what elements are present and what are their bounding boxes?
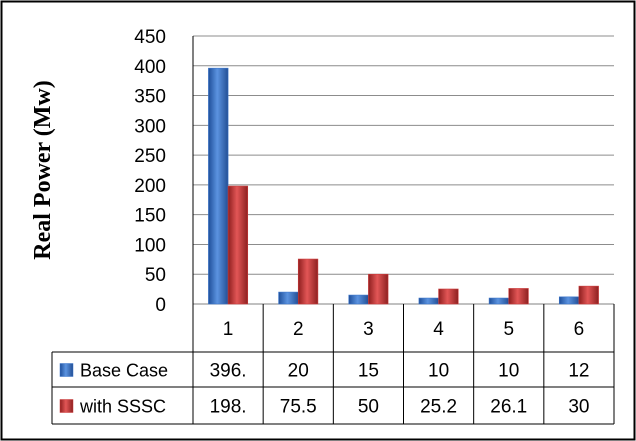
data-label: 26.1: [490, 397, 527, 418]
data-label: 20: [288, 361, 309, 382]
category-label: 1: [223, 319, 234, 340]
bar: [488, 297, 510, 305]
bar: [558, 296, 580, 305]
bar: [508, 288, 529, 305]
legend-swatch: [59, 399, 74, 413]
y-tick-label: 400: [134, 57, 166, 78]
data-label: 198.: [210, 397, 247, 418]
data-label: 10: [428, 361, 449, 382]
y-tick-label: 300: [134, 116, 166, 137]
data-label: 50: [358, 397, 379, 418]
bar: [348, 294, 369, 305]
bar: [227, 185, 249, 305]
legend-label: Base Case: [80, 361, 168, 381]
category-label: 6: [574, 319, 585, 340]
bar: [208, 67, 229, 305]
bar: [278, 291, 299, 305]
category-label: 3: [363, 319, 374, 340]
y-tick-label: 450: [134, 27, 166, 48]
y-tick-labels: 0 50 100 150 200 250 300 350 400 450: [134, 27, 166, 316]
category-label: 5: [503, 319, 514, 340]
y-tick-label: 50: [145, 265, 166, 286]
y-tick-label: 350: [134, 87, 166, 108]
data-label: 30: [568, 397, 589, 418]
y-tick-label: 150: [134, 206, 166, 227]
data-label: 10: [498, 361, 519, 382]
y-tick-label: 100: [134, 235, 166, 256]
bar: [438, 288, 459, 305]
y-tick-label: 0: [155, 295, 166, 316]
data-label: 25.2: [420, 397, 457, 418]
bar: [578, 285, 599, 305]
category-label: 4: [433, 319, 444, 340]
y-tick-label: 250: [134, 146, 166, 167]
y-tick-label: 200: [134, 176, 166, 197]
bar: [418, 297, 439, 305]
bars: [208, 67, 599, 305]
data-label: 396.: [210, 361, 247, 382]
data-label: 12: [568, 361, 589, 382]
y-axis-label: Real Power (Mw): [30, 80, 56, 259]
legend-swatch: [59, 363, 74, 377]
category-label: 2: [293, 319, 304, 340]
legend-label: with SSSC: [79, 397, 166, 417]
bar: [368, 273, 389, 305]
data-label: 75.5: [280, 397, 317, 418]
bar: [297, 258, 319, 305]
data-label: 15: [358, 361, 379, 382]
